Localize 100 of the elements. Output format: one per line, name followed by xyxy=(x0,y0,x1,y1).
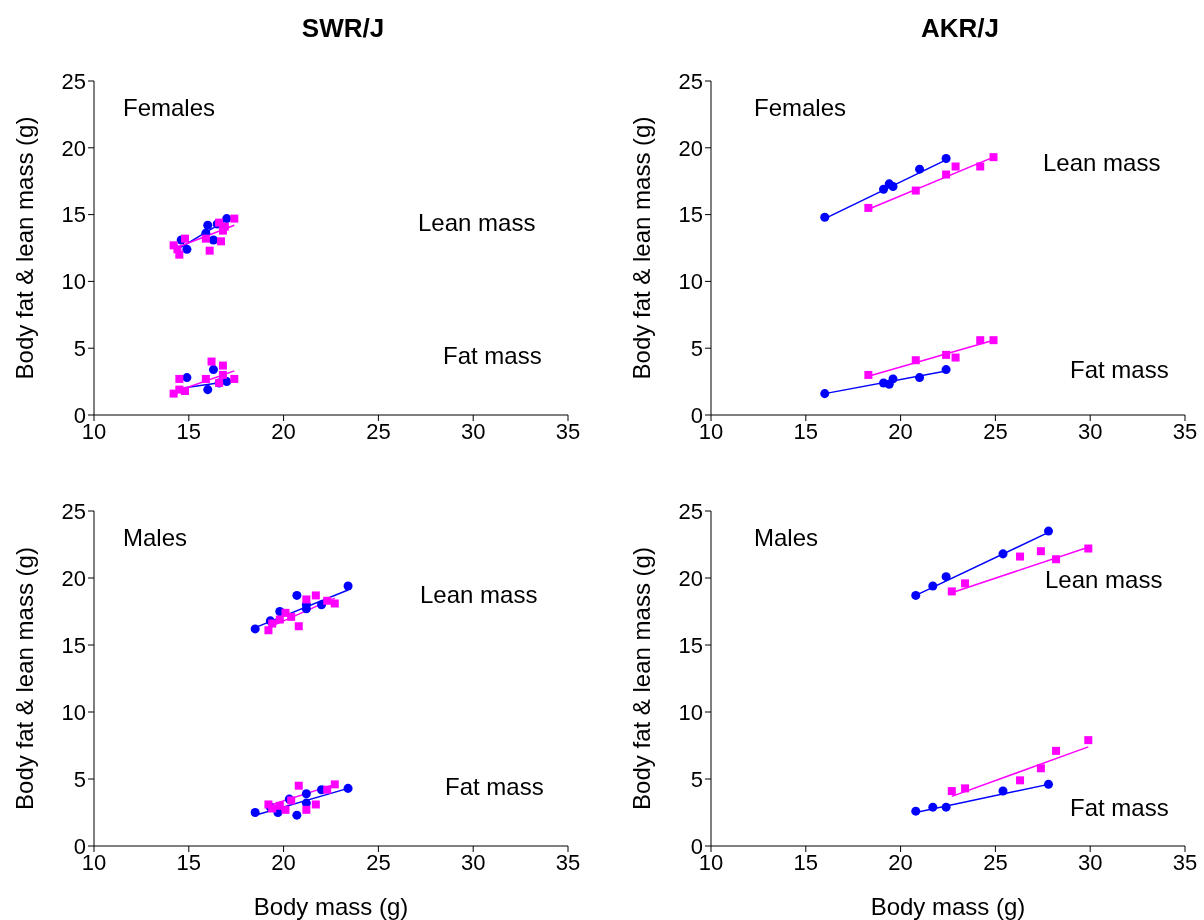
point xyxy=(928,802,938,812)
point xyxy=(961,579,970,588)
chart-title: SWR/J xyxy=(301,13,385,43)
point xyxy=(888,182,898,192)
annotation: Lean mass xyxy=(420,581,538,609)
point xyxy=(976,336,985,345)
point xyxy=(888,374,898,384)
point xyxy=(250,624,260,634)
annotation: Fat mass xyxy=(1070,794,1169,822)
x-tick-label: 30 xyxy=(460,418,486,444)
annotation: Females xyxy=(123,94,216,122)
x-tick-label: 20 xyxy=(888,849,913,875)
x-tick-label: 15 xyxy=(793,849,819,875)
point xyxy=(218,361,227,370)
point xyxy=(175,374,184,383)
annotation: Males xyxy=(123,524,188,552)
point xyxy=(947,787,956,796)
x-tick-label: 15 xyxy=(793,418,819,444)
point xyxy=(311,800,320,809)
y-tick-label: 10 xyxy=(61,269,86,295)
point xyxy=(275,615,284,624)
point xyxy=(1016,776,1025,785)
y-tick-label: 5 xyxy=(690,336,703,362)
x-tick-label: 30 xyxy=(460,849,486,875)
annotation: Fat mass xyxy=(445,773,544,801)
y-axis-title: Body fat & lean mass (g) xyxy=(10,116,38,380)
point xyxy=(294,622,303,631)
point xyxy=(1043,779,1053,789)
point xyxy=(302,805,311,814)
point xyxy=(207,357,216,366)
y-tick-label: 15 xyxy=(61,632,86,658)
point xyxy=(1052,555,1061,564)
y-axis-title: Body fat & lean mass (g) xyxy=(627,547,655,810)
point xyxy=(281,805,290,814)
annotation: Females xyxy=(754,94,847,122)
point xyxy=(301,789,311,799)
point xyxy=(961,784,970,793)
y-tick-label: 5 xyxy=(73,336,86,362)
point xyxy=(998,786,1008,796)
point xyxy=(911,590,921,600)
point xyxy=(864,203,873,212)
point xyxy=(1052,746,1061,755)
point xyxy=(292,590,302,600)
point xyxy=(203,385,213,395)
x-tick-label: 20 xyxy=(271,849,296,875)
point xyxy=(182,373,192,383)
point xyxy=(941,802,951,812)
y-tick-label: 25 xyxy=(678,68,703,94)
point xyxy=(330,599,339,608)
y-tick-label: 10 xyxy=(678,699,703,725)
x-tick-label: 15 xyxy=(176,849,202,875)
point xyxy=(989,153,998,162)
point xyxy=(292,810,302,820)
point xyxy=(181,234,190,243)
y-tick-label: 15 xyxy=(61,202,86,228)
point xyxy=(915,373,925,383)
y-tick-label: 5 xyxy=(690,766,703,792)
point xyxy=(911,806,921,816)
y-tick-label: 10 xyxy=(678,269,703,295)
y-tick-label: 25 xyxy=(678,498,703,524)
point xyxy=(942,170,951,179)
point xyxy=(1043,526,1053,536)
point xyxy=(343,581,353,591)
point xyxy=(201,234,210,243)
point xyxy=(951,353,960,362)
y-tick-label: 20 xyxy=(61,565,86,591)
x-tick-label: 25 xyxy=(366,849,391,875)
point xyxy=(330,780,339,789)
x-tick-label: 20 xyxy=(271,418,296,444)
point xyxy=(942,350,951,359)
point xyxy=(915,164,925,174)
y-tick-label: 15 xyxy=(678,202,703,228)
x-tick-label: 35 xyxy=(1172,418,1198,444)
point xyxy=(323,596,332,605)
annotation: Fat mass xyxy=(1070,356,1169,384)
x-tick-label: 25 xyxy=(366,418,391,444)
point xyxy=(998,549,1008,559)
point xyxy=(941,365,951,375)
x-tick-label: 20 xyxy=(888,418,913,444)
point xyxy=(879,184,889,194)
point xyxy=(820,389,830,399)
point xyxy=(1016,552,1025,561)
point xyxy=(205,246,214,255)
point xyxy=(182,244,192,254)
point xyxy=(951,162,960,171)
annotation: Lean mass xyxy=(418,209,536,237)
point xyxy=(864,370,873,379)
point xyxy=(208,365,218,375)
point xyxy=(928,581,938,591)
x-tick-label: 35 xyxy=(555,418,581,444)
y-tick-label: 15 xyxy=(678,632,703,658)
point xyxy=(302,595,311,604)
chart-title: AKR/J xyxy=(920,13,999,43)
x-tick-label: 25 xyxy=(983,418,1008,444)
point xyxy=(220,222,229,231)
point xyxy=(287,612,296,621)
point xyxy=(820,212,830,222)
point xyxy=(911,186,920,195)
x-tick-label: 30 xyxy=(1077,418,1103,444)
y-tick-label: 20 xyxy=(678,565,703,591)
